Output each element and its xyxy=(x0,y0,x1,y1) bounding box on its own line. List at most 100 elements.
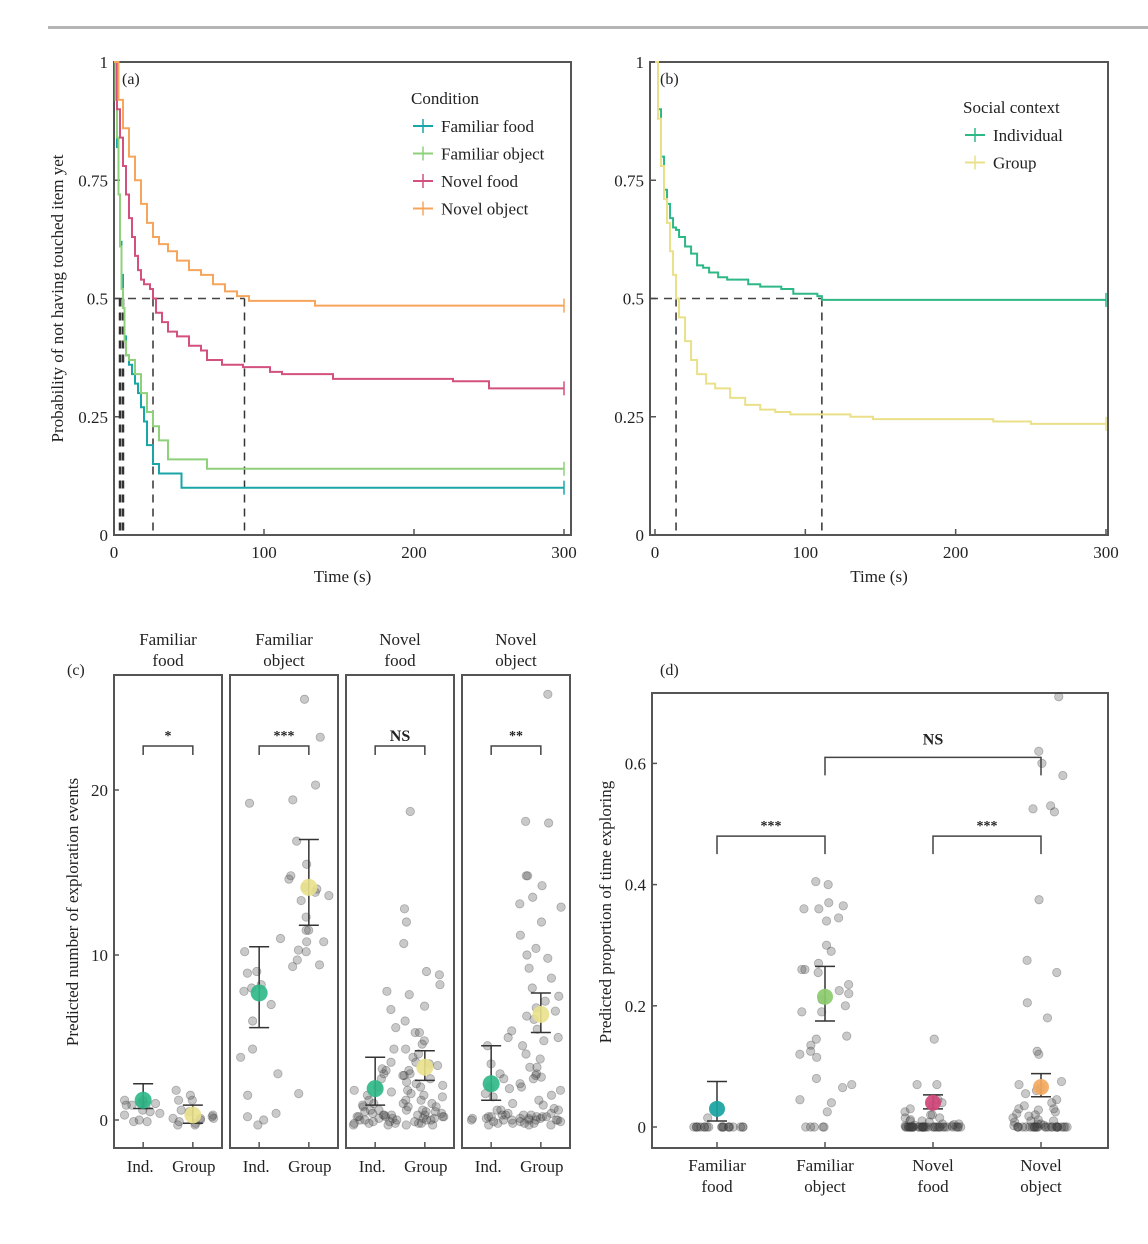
data-point xyxy=(717,1122,727,1132)
data-point xyxy=(488,1117,499,1127)
data-point xyxy=(527,983,537,993)
data-point xyxy=(718,1122,728,1132)
data-point xyxy=(942,1122,952,1132)
data-point xyxy=(539,1036,549,1046)
data-point xyxy=(1052,1122,1062,1132)
data-point xyxy=(1026,1116,1036,1126)
data-point xyxy=(484,1120,494,1130)
data-point xyxy=(410,1027,420,1038)
data-point xyxy=(838,901,848,911)
data-point xyxy=(531,1115,541,1125)
data-point xyxy=(360,1115,370,1125)
data-point xyxy=(1052,967,1062,978)
data-point xyxy=(719,1122,729,1132)
data-point xyxy=(1039,1120,1049,1130)
mean-point xyxy=(250,984,268,1002)
category-label: Ind. xyxy=(359,1157,386,1176)
data-point xyxy=(717,1122,727,1132)
data-point xyxy=(519,1118,530,1128)
data-point xyxy=(932,1122,942,1132)
data-point xyxy=(247,1044,258,1054)
panel-label: (c) xyxy=(67,662,85,679)
data-point xyxy=(947,1122,958,1132)
series-line-familiar-object xyxy=(114,61,564,470)
data-point xyxy=(271,1108,281,1119)
data-point xyxy=(150,1098,161,1109)
data-point xyxy=(1022,998,1032,1008)
data-point xyxy=(1047,1122,1057,1132)
data-point xyxy=(438,1080,448,1090)
data-point xyxy=(515,1117,525,1127)
data-point xyxy=(693,1122,703,1132)
data-point xyxy=(176,1105,186,1115)
significance-label: ** xyxy=(509,729,523,744)
mean-point xyxy=(709,1100,725,1117)
significance-label: NS xyxy=(390,728,411,745)
data-point xyxy=(414,1118,424,1128)
data-point xyxy=(1041,1122,1051,1132)
data-point xyxy=(1033,1119,1043,1129)
data-point xyxy=(906,1122,916,1132)
data-point xyxy=(173,1120,183,1130)
data-point xyxy=(521,1049,531,1059)
data-point xyxy=(515,1113,525,1123)
data-point xyxy=(145,1107,155,1117)
data-point xyxy=(1047,1122,1057,1132)
data-point xyxy=(431,1102,441,1112)
data-point xyxy=(248,1016,258,1026)
data-point xyxy=(549,1103,559,1114)
data-point xyxy=(1049,1104,1059,1114)
data-point xyxy=(1025,1122,1035,1132)
category-label-line1: Familiar xyxy=(796,1156,854,1175)
data-point xyxy=(906,1122,916,1132)
data-point xyxy=(1052,1122,1062,1132)
data-point xyxy=(416,1118,426,1128)
data-point xyxy=(427,1098,437,1109)
y-tick-label: 0.25 xyxy=(78,408,108,427)
data-point xyxy=(933,1122,943,1132)
legend-entry: Familiar food xyxy=(441,117,535,136)
category-label-line2: object xyxy=(1020,1177,1062,1196)
data-point xyxy=(908,1122,918,1132)
data-point xyxy=(1034,1049,1044,1059)
data-point xyxy=(259,1115,269,1125)
category-label: Group xyxy=(404,1157,447,1176)
data-point xyxy=(1051,1122,1061,1132)
data-point xyxy=(483,1112,494,1122)
data-point xyxy=(918,1122,929,1132)
data-point xyxy=(402,1077,412,1087)
significance-label: NS xyxy=(923,731,944,748)
series-line-novel-food xyxy=(114,61,564,390)
data-point xyxy=(155,1108,165,1119)
data-point xyxy=(242,968,252,978)
mean-point xyxy=(416,1058,434,1076)
data-point xyxy=(515,899,525,909)
data-point xyxy=(389,1044,399,1054)
data-point xyxy=(439,1112,449,1122)
data-point xyxy=(434,970,444,980)
data-point xyxy=(1033,1122,1043,1132)
data-point xyxy=(1017,1122,1028,1132)
data-point xyxy=(724,1122,735,1132)
legend-entry: Familiar object xyxy=(441,145,545,164)
data-point xyxy=(379,1110,389,1120)
facet-title-line2: object xyxy=(263,651,305,670)
data-point xyxy=(903,1122,914,1132)
data-point xyxy=(903,1122,913,1132)
data-point xyxy=(528,892,538,902)
data-point xyxy=(174,1117,184,1127)
data-point xyxy=(909,1120,919,1130)
data-point xyxy=(438,1112,448,1122)
facet-novel-food: Novel food NS Ind. Group xyxy=(345,630,455,1176)
data-point xyxy=(823,879,833,890)
data-point xyxy=(301,925,311,935)
y-tick-label: 0.6 xyxy=(625,754,646,773)
category-label: Group xyxy=(172,1157,215,1176)
data-point xyxy=(242,1112,253,1122)
category-label-line1: Novel xyxy=(1020,1156,1062,1175)
data-point xyxy=(348,1120,359,1130)
data-point xyxy=(1032,1122,1042,1132)
data-point xyxy=(824,898,834,908)
data-point xyxy=(900,1107,910,1117)
